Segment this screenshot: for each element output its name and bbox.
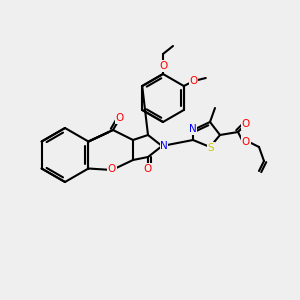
Text: N: N bbox=[160, 141, 168, 151]
Text: O: O bbox=[116, 113, 124, 123]
Text: O: O bbox=[108, 164, 116, 174]
Text: O: O bbox=[190, 76, 198, 86]
Text: O: O bbox=[159, 61, 167, 71]
Text: O: O bbox=[242, 137, 250, 147]
Text: O: O bbox=[242, 119, 250, 129]
Text: S: S bbox=[208, 143, 214, 153]
Text: N: N bbox=[189, 124, 197, 134]
Text: O: O bbox=[144, 164, 152, 174]
